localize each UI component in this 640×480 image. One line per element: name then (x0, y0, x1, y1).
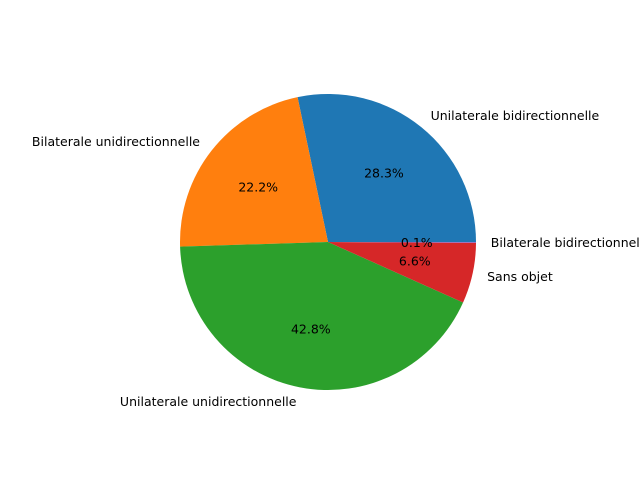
pie-category-label: Unilaterale unidirectionnelle (120, 394, 297, 409)
pie-percent-label: 6.6% (399, 253, 431, 268)
pie-slice-bilaterale-unidirectionnelle (179, 97, 328, 247)
pie-category-label: Bilaterale unidirectionnelle (32, 134, 200, 149)
pie-slice-bilaterale-bidirectionnelle (328, 242, 476, 243)
pie-percent-label: 42.8% (291, 322, 331, 337)
pie-category-label: Sans objet (487, 269, 553, 284)
pie-category-label: Unilaterale bidirectionnelle (431, 108, 600, 123)
pie-percent-label: 0.1% (401, 235, 433, 250)
pie-slices (179, 93, 476, 391)
pie-labels: 28.3% Unilaterale bidirectionnelle 22.2% Bi… (32, 108, 640, 409)
pie-slice-unilaterale-unidirectionnelle (180, 242, 464, 391)
pie-slice-unilaterale-bidirectionnelle (297, 93, 476, 242)
pie-percent-label: 28.3% (364, 166, 404, 181)
pie-slice-sans-objet (328, 242, 476, 303)
pie-percent-label: 22.2% (238, 180, 278, 195)
pie-category-label: Bilaterale bidirectionnelle (491, 235, 640, 250)
